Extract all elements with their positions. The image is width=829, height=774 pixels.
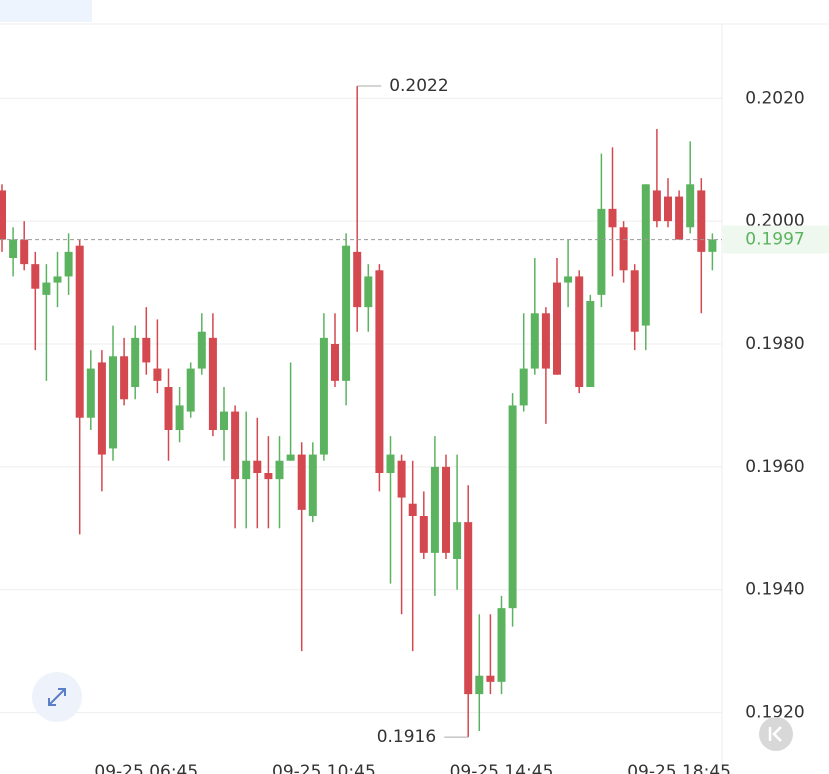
candle-body (0, 190, 6, 240)
candle-body (342, 245, 351, 381)
candle-body (86, 368, 95, 418)
candle-body (686, 184, 695, 228)
candle-body (497, 608, 506, 682)
candle-body (375, 270, 384, 473)
candle-body (297, 454, 306, 510)
x-tick-label: 09-25 06:45 (94, 762, 198, 774)
candle-body (64, 251, 73, 277)
candle-body (708, 239, 717, 252)
candle-body (553, 282, 561, 375)
candle-body (31, 264, 40, 289)
candle-body (53, 276, 62, 283)
candle-body (353, 251, 362, 308)
collapse-icon (768, 726, 782, 742)
candle-body (530, 313, 539, 369)
candle-body (75, 245, 84, 418)
x-tick-label: 09-25 10:45 (272, 762, 376, 774)
candle-body (464, 522, 473, 695)
candle-body (442, 466, 450, 553)
candle-body (664, 196, 672, 222)
candle-body (541, 313, 550, 369)
candle-body (697, 190, 706, 252)
candle-body (486, 675, 495, 682)
x-tick-label: 09-25 14:45 (450, 762, 554, 774)
candle-body (597, 208, 606, 295)
candle-body (220, 411, 228, 430)
candle-body (275, 460, 284, 480)
candle-body (264, 473, 273, 480)
y-tick-label: 0.2020 (745, 88, 804, 108)
candle-body (120, 356, 129, 400)
candle-body (408, 503, 417, 516)
candle-body (675, 196, 684, 240)
candle-body (142, 337, 151, 363)
candle-body (231, 411, 240, 480)
collapse-button[interactable] (759, 717, 793, 751)
candle-body (208, 337, 217, 430)
candle-body (20, 239, 29, 265)
candle-body (608, 208, 617, 228)
x-tick-label: 09-25 18:45 (627, 762, 731, 774)
min-label: 0.1916 (377, 727, 436, 747)
candle-body (641, 184, 650, 326)
tab-highlight (0, 0, 92, 22)
candle-body (175, 405, 184, 430)
candle-body (286, 454, 295, 461)
y-tick-label: 0.1940 (745, 580, 804, 600)
candle-body (652, 190, 661, 222)
candle-body (131, 337, 140, 387)
candle-body (164, 387, 173, 430)
candle-body (319, 337, 328, 455)
expand-icon (48, 688, 66, 706)
y-tick-label: 0.1920 (745, 703, 804, 723)
candle-body (564, 276, 573, 283)
candle-body (619, 227, 628, 271)
candle-body (519, 368, 528, 406)
candle-body (586, 301, 595, 387)
candle-body (308, 454, 317, 516)
candle-body (430, 466, 439, 553)
candle-body (508, 405, 517, 609)
candle-body (419, 516, 428, 553)
candle-body (575, 276, 584, 387)
candle-body (453, 522, 462, 559)
candle-body (197, 331, 206, 369)
candle-body (153, 368, 162, 381)
last-price-label: 0.1997 (745, 230, 804, 250)
expand-button[interactable] (32, 672, 82, 722)
candle-body (9, 239, 18, 258)
candle-body (386, 454, 395, 473)
candle-body (97, 362, 106, 455)
collapse-circle[interactable] (759, 717, 793, 751)
plot: 0.19200.19400.19600.19800.20000.202009-2… (0, 76, 829, 774)
y-tick-label: 0.1960 (745, 457, 804, 477)
y-tick-label: 0.1980 (745, 334, 804, 354)
candle-body (331, 344, 339, 381)
max-label: 0.2022 (389, 76, 448, 96)
candle-body (397, 460, 406, 498)
candle-body (630, 270, 639, 332)
last-price-box (723, 225, 829, 254)
candle-body (253, 460, 262, 473)
candle-body (475, 675, 484, 695)
candle-body (186, 368, 195, 412)
candle-body (109, 356, 117, 449)
candle-body (242, 460, 251, 480)
candle-body (364, 276, 373, 308)
candle-body (42, 282, 51, 295)
